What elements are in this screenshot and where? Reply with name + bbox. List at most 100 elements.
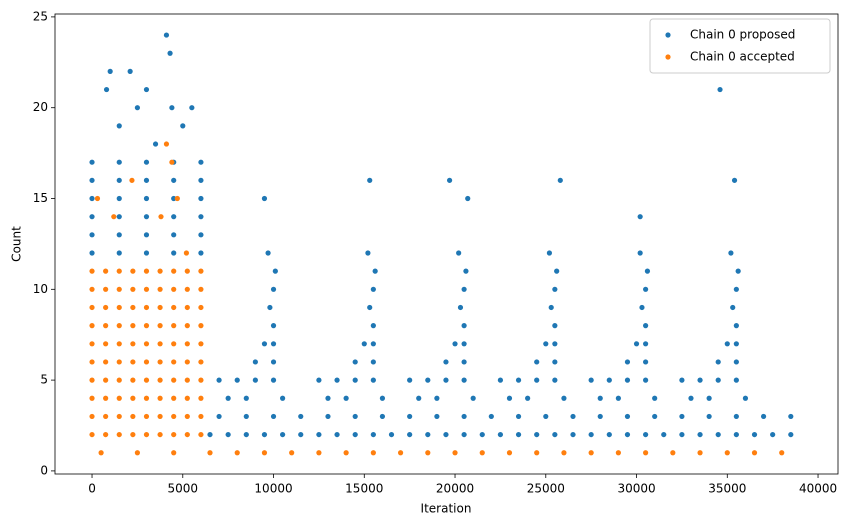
- point: [184, 413, 190, 420]
- point: [116, 232, 122, 238]
- point: [465, 195, 471, 202]
- legend-label: Chain 0 accepted: [690, 50, 795, 64]
- point: [157, 323, 163, 329]
- point: [733, 286, 739, 292]
- point: [171, 214, 177, 220]
- x-tick-label: 10000: [254, 482, 292, 496]
- point: [103, 304, 109, 311]
- point: [733, 377, 739, 383]
- point: [89, 177, 95, 183]
- point: [130, 359, 136, 365]
- point: [116, 195, 122, 202]
- y-tick-label: 5: [40, 373, 48, 387]
- point: [733, 431, 739, 438]
- point: [751, 431, 758, 438]
- point: [643, 450, 649, 456]
- point: [143, 268, 150, 274]
- point: [751, 450, 758, 456]
- point: [497, 431, 504, 438]
- point: [169, 105, 175, 111]
- point: [184, 341, 190, 347]
- point: [367, 304, 373, 311]
- point: [130, 377, 136, 383]
- point: [184, 359, 190, 365]
- point: [89, 159, 95, 165]
- point: [261, 195, 268, 202]
- point: [157, 286, 163, 292]
- point: [534, 359, 540, 365]
- y-tick-label: 20: [33, 100, 48, 114]
- point: [731, 177, 738, 183]
- point: [370, 377, 376, 383]
- point: [370, 341, 376, 347]
- point: [443, 377, 449, 383]
- point: [289, 450, 295, 456]
- point: [461, 377, 467, 383]
- point: [456, 250, 462, 256]
- point: [143, 304, 150, 311]
- point: [103, 286, 109, 292]
- point: [679, 413, 685, 420]
- point: [715, 431, 721, 438]
- point: [103, 86, 110, 93]
- point: [624, 431, 631, 438]
- point: [552, 359, 558, 365]
- point: [379, 413, 386, 420]
- point: [198, 304, 204, 311]
- point: [157, 304, 163, 311]
- point: [116, 304, 122, 311]
- x-tick-label: 15000: [345, 482, 383, 496]
- point: [171, 395, 177, 401]
- point: [316, 450, 322, 456]
- point: [506, 450, 513, 456]
- point: [637, 214, 643, 220]
- point: [198, 359, 204, 365]
- point: [171, 232, 177, 238]
- point: [561, 395, 567, 401]
- y-tick-label: 10: [33, 282, 48, 296]
- point: [679, 377, 685, 383]
- point: [171, 195, 177, 202]
- point: [103, 395, 109, 401]
- axes-frame: [54, 13, 839, 475]
- point: [157, 395, 163, 401]
- point: [715, 377, 721, 383]
- point: [184, 286, 190, 292]
- point: [624, 359, 631, 365]
- point: [425, 431, 431, 438]
- point: [130, 323, 136, 329]
- point: [184, 395, 190, 401]
- point: [280, 395, 286, 401]
- point: [89, 214, 95, 220]
- point: [688, 395, 694, 401]
- point: [129, 177, 135, 183]
- point: [443, 359, 449, 365]
- point: [552, 323, 558, 329]
- x-tick-label: 35000: [708, 482, 746, 496]
- point: [298, 431, 304, 438]
- point: [446, 177, 453, 183]
- point: [171, 304, 177, 311]
- point: [388, 431, 395, 438]
- point: [397, 450, 404, 456]
- point: [728, 250, 734, 256]
- point: [270, 323, 277, 329]
- point: [225, 431, 231, 438]
- point: [548, 304, 554, 311]
- point: [234, 377, 240, 383]
- point: [107, 68, 113, 74]
- point: [379, 395, 386, 401]
- point: [261, 341, 268, 347]
- point: [452, 450, 458, 456]
- legend-box: [649, 18, 831, 74]
- point: [198, 214, 204, 220]
- point: [143, 359, 150, 365]
- point: [644, 268, 651, 274]
- point: [606, 377, 612, 383]
- point: [234, 450, 240, 456]
- point: [116, 431, 122, 438]
- point: [316, 377, 322, 383]
- point: [733, 413, 739, 420]
- point: [184, 431, 190, 438]
- point: [116, 413, 122, 420]
